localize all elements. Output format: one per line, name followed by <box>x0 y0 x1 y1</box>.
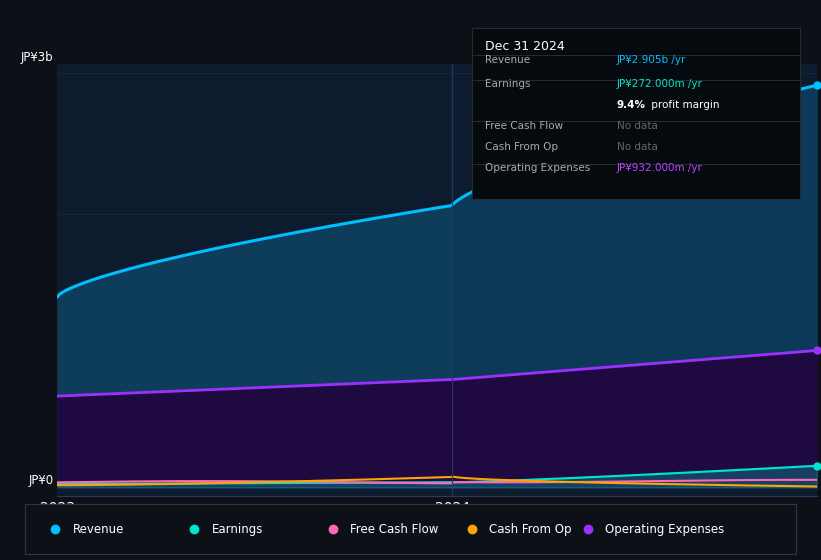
Text: No data: No data <box>617 121 658 131</box>
Text: JP¥272.000m /yr: JP¥272.000m /yr <box>617 80 703 89</box>
Text: 9.4%: 9.4% <box>617 100 645 110</box>
Text: No data: No data <box>617 142 658 152</box>
Text: JP¥2.905b /yr: JP¥2.905b /yr <box>617 55 686 66</box>
Text: Operating Expenses: Operating Expenses <box>605 522 724 536</box>
Text: Revenue: Revenue <box>485 55 530 66</box>
Text: Dec 31 2024: Dec 31 2024 <box>485 40 565 53</box>
Text: JP¥932.000m /yr: JP¥932.000m /yr <box>617 163 703 173</box>
Text: Free Cash Flow: Free Cash Flow <box>351 522 438 536</box>
Text: profit margin: profit margin <box>648 100 719 110</box>
Text: Free Cash Flow: Free Cash Flow <box>485 121 563 131</box>
Text: Cash From Op: Cash From Op <box>489 522 571 536</box>
Text: Earnings: Earnings <box>211 522 263 536</box>
Text: Cash From Op: Cash From Op <box>485 142 558 152</box>
Text: Earnings: Earnings <box>485 80 530 89</box>
Text: JP¥3b: JP¥3b <box>21 52 53 64</box>
Text: JP¥0: JP¥0 <box>29 474 53 487</box>
Text: Revenue: Revenue <box>72 522 124 536</box>
Text: Operating Expenses: Operating Expenses <box>485 163 590 173</box>
